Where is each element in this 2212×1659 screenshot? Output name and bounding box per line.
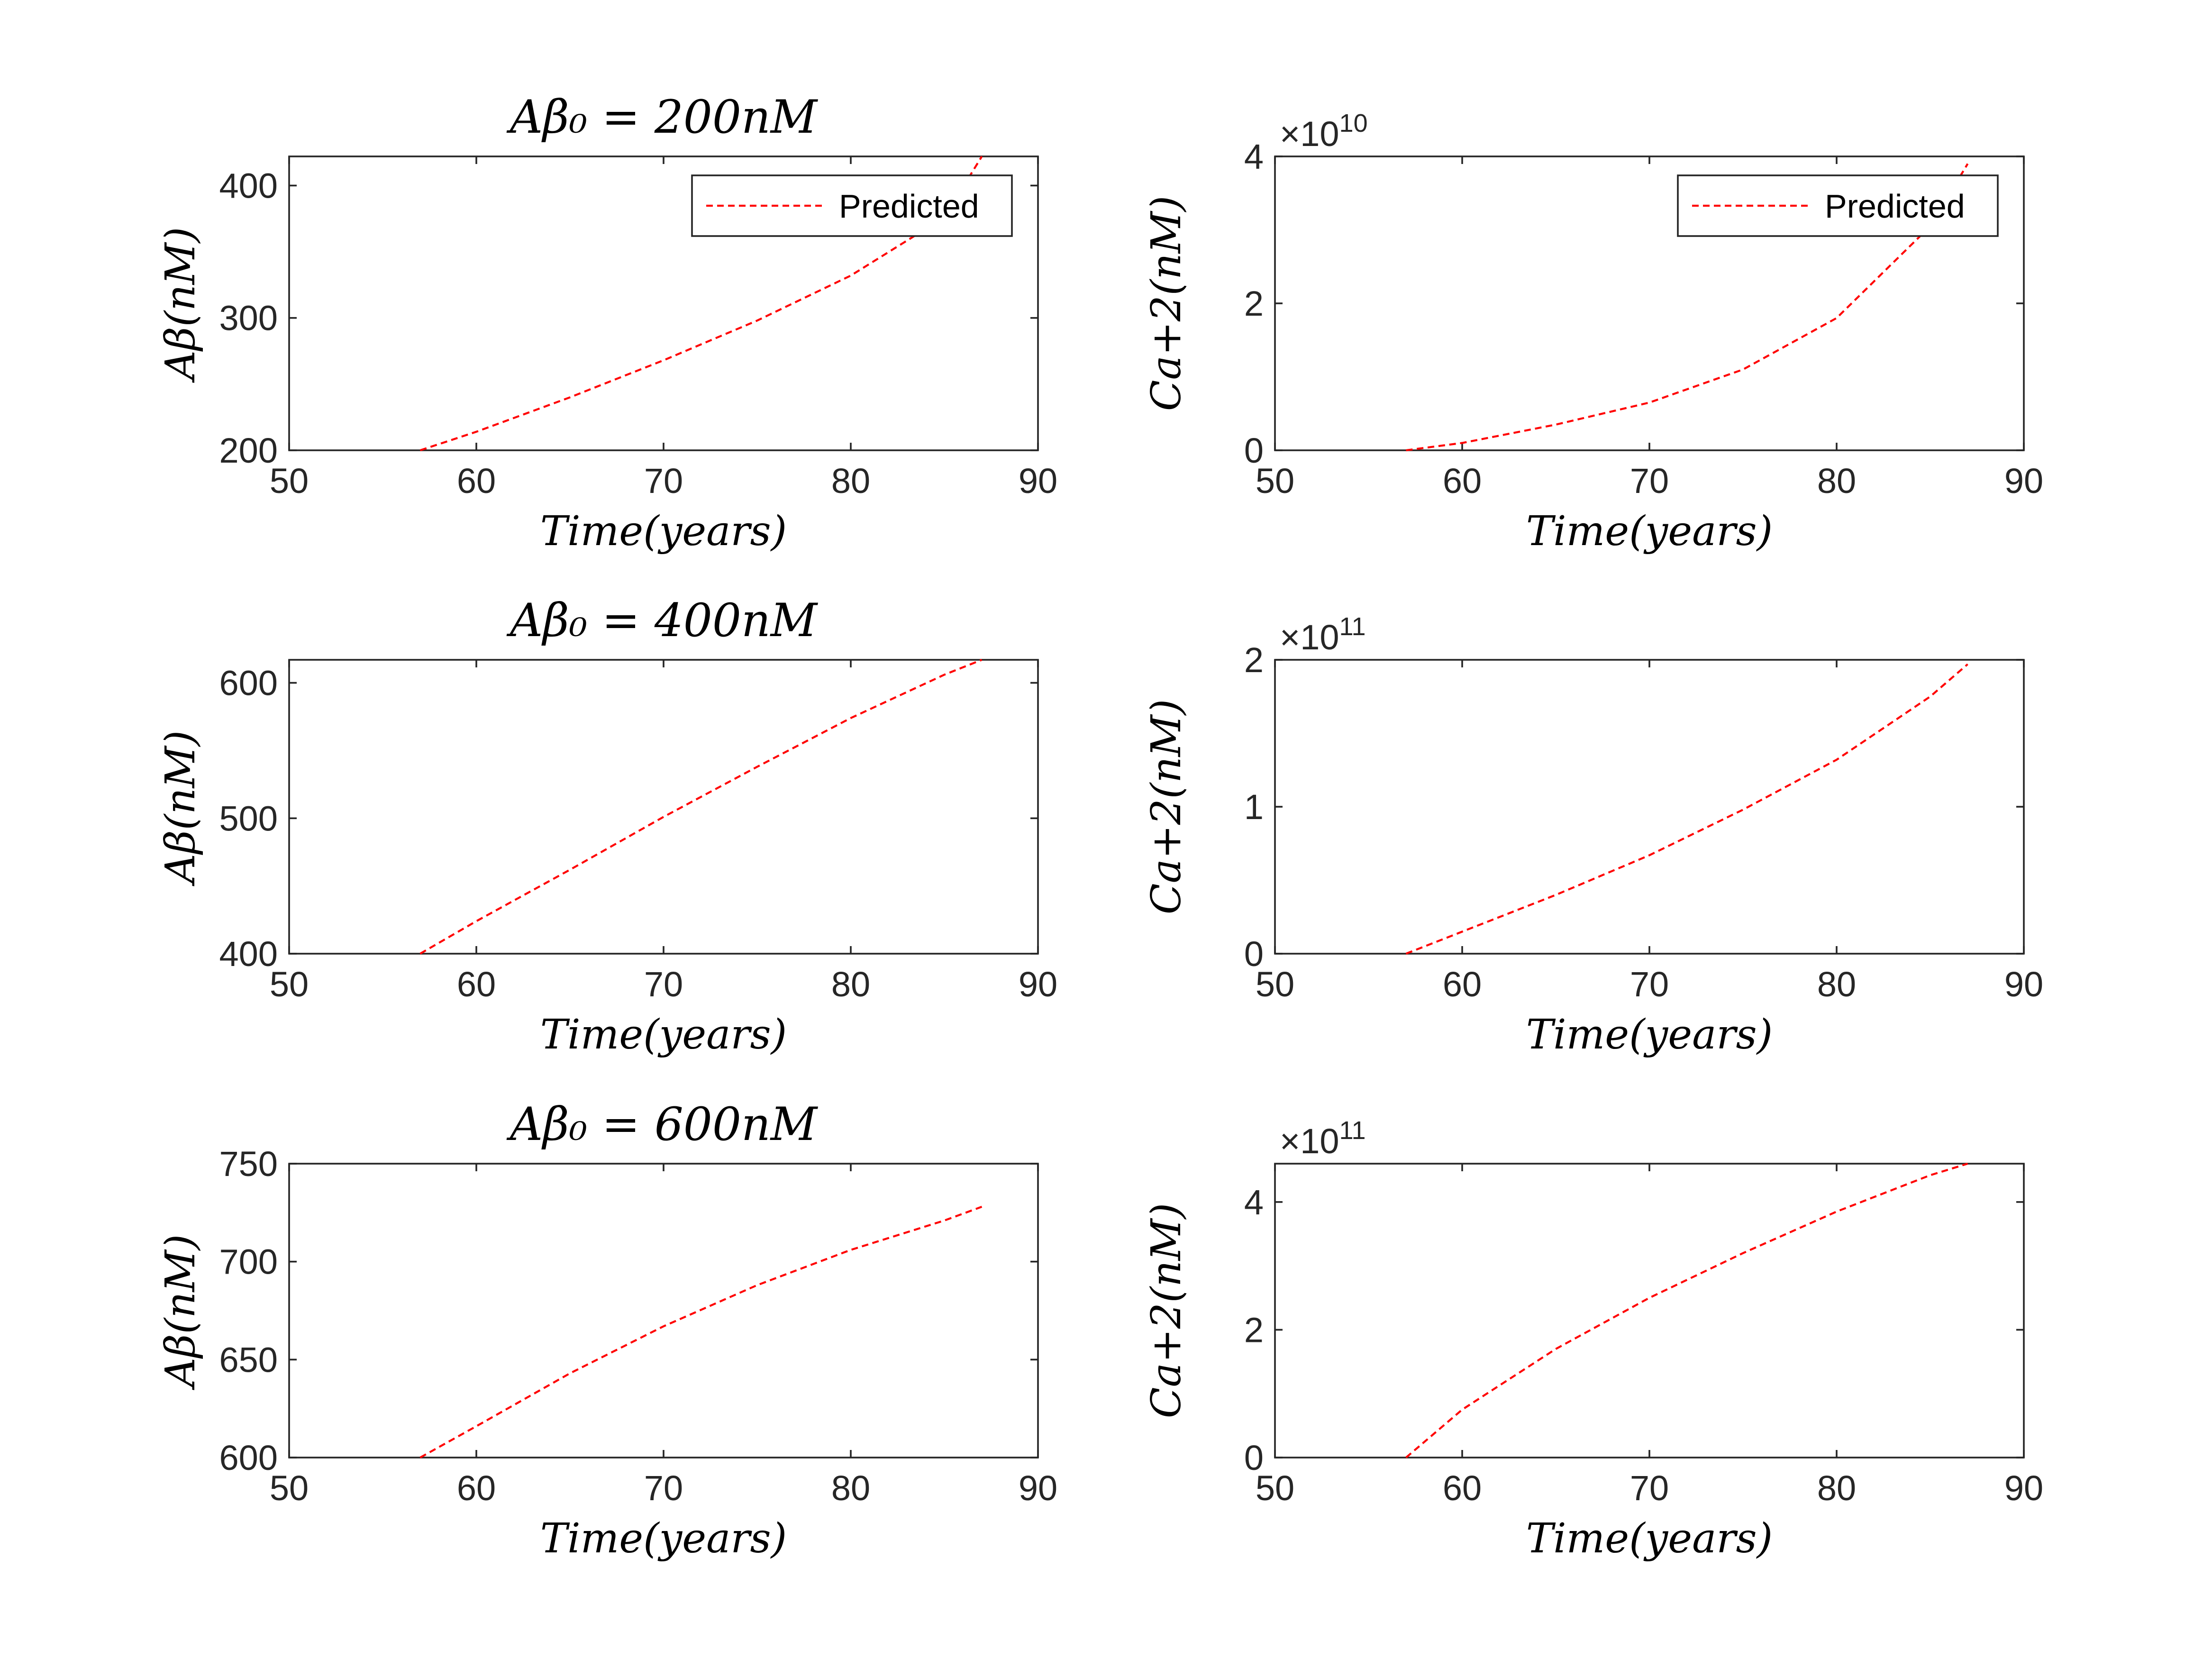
x-tick-label: 50 <box>270 965 309 1004</box>
y-axis-label: Aβ(nM) <box>157 227 204 383</box>
x-tick-label: 60 <box>1443 461 1482 501</box>
panel-3: 50 60 70 80 90 0 1 2 ×1011 Time(years) Ca+2(nM) <box>1143 612 2043 1058</box>
panel-5: 50 60 70 80 90 0 2 4 ×1011 Time(years) Ca+2(nM) <box>1143 1116 2043 1562</box>
x-tick-label: 50 <box>1256 1468 1294 1508</box>
x-tick-label: 70 <box>644 461 683 501</box>
x-tick-label: 90 <box>1019 965 1057 1004</box>
y-tick-label: 0 <box>1244 431 1264 470</box>
y-tick-label: 4 <box>1244 137 1264 176</box>
y-tick-label: 0 <box>1244 934 1264 974</box>
x-tick-label: 60 <box>457 1468 496 1508</box>
x-axis-label: Time(years) <box>1526 1011 1773 1058</box>
panel-0: 50 60 70 80 90 200 300 400 Aβ₀ = 200nM Time(years… <box>157 91 1057 555</box>
x-tick-label: 80 <box>831 461 870 501</box>
legend-label: Predicted <box>1825 188 1965 225</box>
y-axis-label: Ca+2(nM) <box>1143 196 1190 411</box>
legend: Predicted <box>691 174 1013 237</box>
y-tick-label: 650 <box>219 1340 278 1379</box>
x-tick-label: 60 <box>1443 1468 1482 1508</box>
panel-2: 50 60 70 80 90 400 500 600 Aβ₀ = 400nM Time(years… <box>157 594 1057 1058</box>
y-tick-label: 200 <box>219 431 278 470</box>
series-line-predicted <box>419 659 983 955</box>
series-line-predicted <box>419 1205 983 1458</box>
plot-frame <box>1274 1163 2025 1458</box>
x-tick-label: 90 <box>2004 1468 2043 1508</box>
x-tick-label: 90 <box>2004 965 2043 1004</box>
x-tick-label: 80 <box>831 965 870 1004</box>
x-tick-label: 80 <box>1817 965 1856 1004</box>
x-axis-label: Time(years) <box>540 508 787 555</box>
y-tick-label: 4 <box>1244 1183 1264 1222</box>
x-tick-label: 90 <box>1019 461 1057 501</box>
y-axis-label: Aβ(nM) <box>157 730 204 886</box>
axis-exponent: ×1011 <box>1280 1116 1366 1161</box>
x-tick-label: 50 <box>1256 965 1294 1004</box>
y-tick-label: 600 <box>219 1438 278 1477</box>
y-tick-label: 2 <box>1244 284 1264 323</box>
y-tick-label: 400 <box>219 166 278 205</box>
axis-exponent: ×1010 <box>1280 109 1368 154</box>
x-tick-label: 70 <box>644 1468 683 1508</box>
legend: Predicted <box>1677 174 1999 237</box>
x-tick-label: 80 <box>831 1468 870 1508</box>
chart-title: Aβ₀ = 600nM <box>506 1098 819 1151</box>
chart-title: Aβ₀ = 400nM <box>506 594 819 647</box>
y-tick-label: 400 <box>219 934 278 974</box>
x-tick-label: 70 <box>644 965 683 1004</box>
legend-label: Predicted <box>839 188 979 225</box>
panel-1: 50 60 70 80 90 0 2 4 ×1010 Time(years) Ca+2(nM) Pre… <box>1143 109 2043 555</box>
x-tick-label: 80 <box>1817 1468 1856 1508</box>
y-tick-label: 750 <box>219 1144 278 1184</box>
series-line-predicted <box>1405 663 1968 955</box>
x-tick-label: 50 <box>270 461 309 501</box>
plot-frame <box>1274 659 2025 955</box>
x-axis-label: Time(years) <box>1526 508 1773 555</box>
axis-exponent: ×1011 <box>1280 612 1366 657</box>
x-tick-label: 90 <box>2004 461 2043 501</box>
y-tick-label: 2 <box>1244 640 1264 680</box>
plot-frame <box>288 659 1039 955</box>
y-tick-label: 0 <box>1244 1438 1264 1477</box>
series-line-predicted <box>1405 1162 1968 1458</box>
x-tick-label: 70 <box>1630 461 1669 501</box>
x-tick-label: 60 <box>1443 965 1482 1004</box>
x-tick-label: 50 <box>1256 461 1294 501</box>
x-tick-label: 50 <box>270 1468 309 1508</box>
plot-frame <box>288 1163 1039 1458</box>
panel-4: 50 60 70 80 90 600 650 700 750 Aβ₀ = 600nM Time(ye… <box>157 1098 1057 1562</box>
y-axis-label: Ca+2(nM) <box>1143 1203 1190 1418</box>
x-axis-label: Time(years) <box>1526 1515 1773 1562</box>
x-tick-label: 60 <box>457 965 496 1004</box>
x-tick-label: 70 <box>1630 1468 1669 1508</box>
chart-title: Aβ₀ = 200nM <box>506 91 819 144</box>
y-tick-label: 1 <box>1244 787 1264 827</box>
x-tick-label: 90 <box>1019 1468 1057 1508</box>
x-axis-label: Time(years) <box>540 1515 787 1562</box>
x-tick-label: 60 <box>457 461 496 501</box>
x-axis-label: Time(years) <box>540 1011 787 1058</box>
y-tick-label: 700 <box>219 1242 278 1282</box>
y-tick-label: 300 <box>219 299 278 338</box>
y-axis-label: Ca+2(nM) <box>1143 699 1190 914</box>
x-tick-label: 80 <box>1817 461 1856 501</box>
y-tick-label: 500 <box>219 799 278 838</box>
y-tick-label: 600 <box>219 664 278 703</box>
y-tick-label: 2 <box>1244 1310 1264 1349</box>
y-axis-label: Aβ(nM) <box>157 1234 204 1390</box>
x-tick-label: 70 <box>1630 965 1669 1004</box>
series-line-predicted <box>1406 163 1969 452</box>
